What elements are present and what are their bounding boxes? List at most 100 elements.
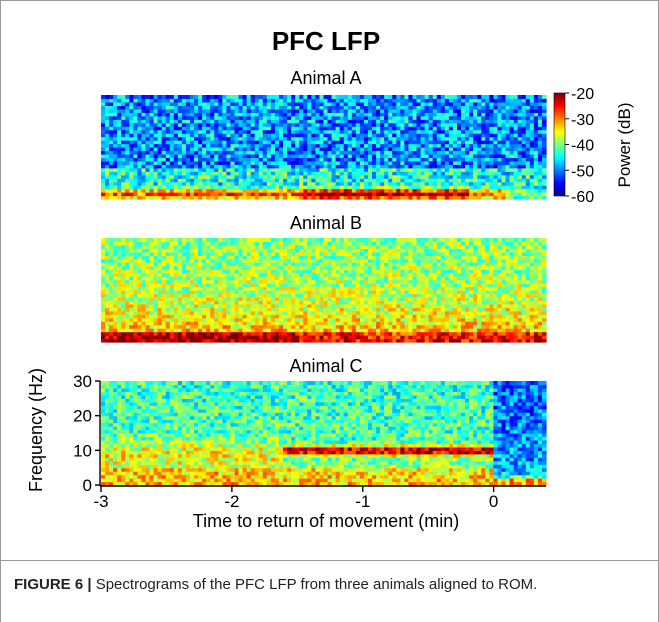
heatmap-cell [190, 265, 195, 270]
heatmap-cell [424, 160, 430, 165]
heatmap-cell [497, 160, 503, 165]
heatmap-cell [404, 101, 410, 106]
heatmap-cell [210, 129, 215, 134]
heatmap-cell [181, 303, 187, 308]
heatmap-cell [202, 248, 207, 253]
heatmap-cell [307, 174, 312, 179]
heatmap-cell [311, 286, 317, 291]
heatmap-cell [173, 310, 179, 315]
heatmap-cell [376, 188, 381, 193]
heatmap-cell [177, 255, 183, 260]
heatmap-cell [513, 133, 519, 138]
heatmap-cell [412, 129, 418, 134]
heatmap-cell [473, 143, 478, 148]
heatmap-cell [295, 133, 300, 138]
heatmap-cell [444, 157, 450, 162]
heatmap-cell [319, 262, 325, 267]
heatmap-cell [372, 129, 377, 134]
heatmap-cell [380, 171, 385, 176]
heatmap-cell [125, 290, 130, 295]
heatmap-cell [287, 331, 292, 336]
heatmap-cell [202, 160, 207, 165]
heatmap-cell [509, 126, 515, 131]
heatmap-cell [161, 317, 167, 322]
heatmap-cell [262, 95, 268, 100]
heatmap-cell [465, 98, 470, 103]
heatmap-cell [254, 307, 260, 312]
heatmap-cell [177, 276, 183, 281]
heatmap-cell [153, 136, 159, 141]
heatmap-cell [137, 108, 143, 113]
heatmap-cell [113, 143, 118, 148]
heatmap-cell [177, 321, 183, 326]
heatmap-cell [238, 279, 244, 284]
heatmap-cell [452, 157, 458, 162]
heatmap-cell [109, 174, 114, 179]
heatmap-cell [376, 164, 381, 169]
heatmap-cell [185, 262, 191, 267]
heatmap-cell [380, 98, 385, 103]
heatmap-cell [448, 98, 454, 103]
heatmap-cell [448, 122, 454, 127]
heatmap-cell [525, 105, 531, 110]
heatmap-cell [258, 153, 264, 158]
heatmap-cell [177, 293, 183, 298]
heatmap-cell [226, 147, 232, 152]
heatmap-cell [428, 195, 434, 200]
heatmap-cell [303, 122, 308, 127]
heatmap-cell [299, 335, 304, 340]
heatmap-cell [323, 160, 329, 165]
heatmap-cell [105, 147, 110, 152]
heatmap-cell [452, 147, 458, 152]
heatmap-cell [238, 157, 244, 162]
heatmap-cell [218, 160, 223, 165]
heatmap-cell [238, 195, 244, 200]
heatmap-cell [493, 119, 499, 124]
heatmap-cell [149, 262, 155, 267]
heatmap-cell [226, 122, 232, 127]
heatmap-cell [452, 195, 458, 200]
heatmap-cell [283, 314, 288, 319]
heatmap-cell [218, 317, 223, 322]
heatmap-cell [416, 147, 422, 152]
heatmap-cell [388, 150, 393, 155]
heatmap-cell [485, 171, 490, 176]
heatmap-cell [242, 276, 248, 281]
heatmap-cell [291, 283, 296, 288]
heatmap-cell [291, 167, 296, 172]
heatmap-cell [262, 164, 268, 169]
heatmap-cell [279, 129, 284, 134]
heatmap-cell [452, 95, 458, 100]
heatmap-cell [412, 195, 418, 200]
heatmap-cell [194, 167, 199, 172]
heatmap-cell [424, 195, 430, 200]
heatmap-cell [198, 307, 203, 312]
heatmap-cell [400, 140, 406, 145]
heatmap-cell [485, 119, 490, 124]
heatmap-cell [266, 296, 272, 301]
heatmap-cell [262, 338, 268, 343]
heatmap-cell [335, 101, 341, 106]
heatmap-cell [485, 185, 490, 190]
heatmap-cell [481, 157, 486, 162]
heatmap-cell [250, 290, 256, 295]
heatmap-cell [513, 115, 519, 120]
heatmap-cell [343, 115, 349, 120]
heatmap-cell [129, 328, 134, 333]
heatmap-cell [319, 195, 325, 200]
heatmap-cell [497, 129, 503, 134]
heatmap-cell [311, 283, 317, 288]
heatmap-cell [218, 147, 223, 152]
heatmap-cell [250, 140, 256, 145]
heatmap-cell [169, 108, 175, 113]
heatmap-cell [363, 108, 369, 113]
heatmap-cell [274, 238, 280, 243]
heatmap-cell [250, 331, 256, 336]
heatmap-cell [185, 192, 191, 197]
heatmap-cell [355, 95, 361, 100]
heatmap-cell [287, 255, 292, 260]
heatmap-cell [198, 255, 203, 260]
heatmap-cell [311, 95, 317, 100]
heatmap-cell [274, 269, 280, 274]
heatmap-cell [254, 338, 260, 343]
